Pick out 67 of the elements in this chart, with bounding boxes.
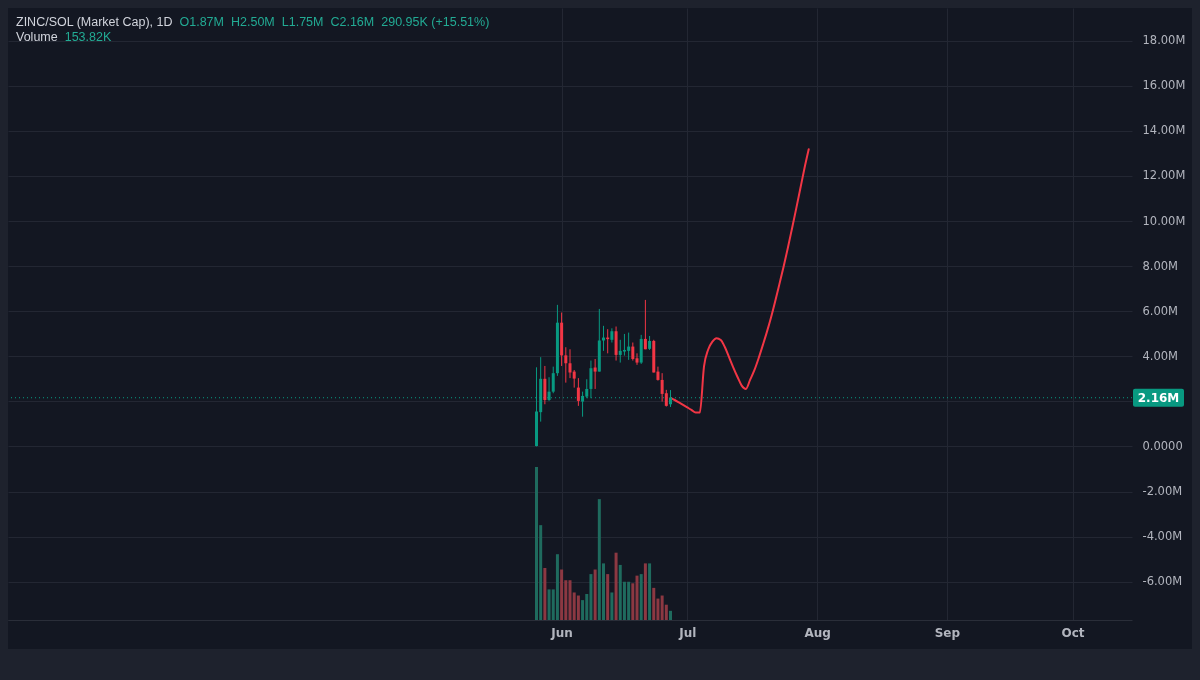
y-tick-label: 4.00M [1142, 348, 1179, 363]
annotation: 153.82K [64, 30, 112, 44]
bar [576, 595, 580, 620]
annotation: 290.95K (+15.51%) [381, 15, 490, 29]
bar [560, 569, 564, 620]
y-tick-label: 12.00M [1142, 168, 1186, 183]
ref-line-label: 2.16M [1137, 390, 1180, 405]
x-tick-label: Aug [804, 625, 831, 640]
bar [635, 575, 639, 620]
candlestick [576, 377, 580, 407]
bar [593, 569, 597, 620]
bar [555, 554, 559, 620]
bar [618, 564, 622, 620]
candlestick [618, 339, 622, 364]
bar [597, 499, 601, 620]
bar [669, 610, 673, 620]
y-tick-label: 16.00M [1142, 78, 1186, 93]
bar [606, 574, 610, 620]
x-tick-label: Jul [678, 625, 697, 640]
annotation: O1.87M [179, 15, 224, 29]
candlestick [581, 391, 585, 418]
annotation: H2.50M [230, 15, 275, 29]
x-tick-label: Sep [934, 625, 961, 640]
candlestick [551, 366, 555, 394]
annotation: C2.16M [330, 15, 375, 29]
x-tick-label: Oct [1061, 625, 1085, 640]
bar [627, 581, 631, 620]
candlestick [568, 348, 572, 379]
candlestick [543, 365, 547, 405]
annotation: L1.75M [281, 15, 324, 29]
candlestick [614, 326, 618, 362]
text: ZINC/SOL (Market Cap), 1D [16, 15, 173, 29]
y-tick-label: 8.00M [1142, 258, 1179, 273]
y-tick-label: -2.00M [1142, 484, 1183, 499]
candlestick [627, 332, 631, 361]
y-tick-label: 10.00M [1142, 213, 1186, 228]
bar [643, 563, 647, 620]
line-series [669, 148, 810, 414]
candlestick [639, 334, 643, 365]
bar [568, 580, 572, 620]
bar [648, 563, 652, 620]
bar [631, 583, 635, 620]
y-tick-label: 6.00M [1142, 303, 1179, 318]
x-tick-label: Jun [550, 625, 573, 640]
candlestick [635, 352, 639, 366]
y-tick-label: 14.00M [1142, 123, 1186, 138]
candlestick [631, 342, 635, 362]
bar [547, 589, 551, 620]
candlestick [593, 358, 597, 390]
bar [535, 467, 538, 620]
candlestick [660, 372, 664, 403]
bar [610, 592, 614, 620]
bar [660, 595, 664, 620]
candlestick [589, 360, 593, 399]
candlestick [622, 333, 626, 357]
candlestick [564, 346, 568, 384]
y-tick-label: -6.00M [1142, 574, 1183, 589]
y-tick-label: 0.0000 [1142, 438, 1183, 453]
candlestick [643, 299, 647, 350]
y-tick-label: -4.00M [1142, 529, 1183, 544]
bar [614, 552, 618, 620]
bar [652, 587, 656, 620]
bar [639, 574, 643, 620]
bar [543, 567, 547, 620]
y-tick-label: 18.00M [1142, 33, 1186, 48]
chart-title: Volume [16, 30, 58, 44]
bar [589, 574, 593, 620]
